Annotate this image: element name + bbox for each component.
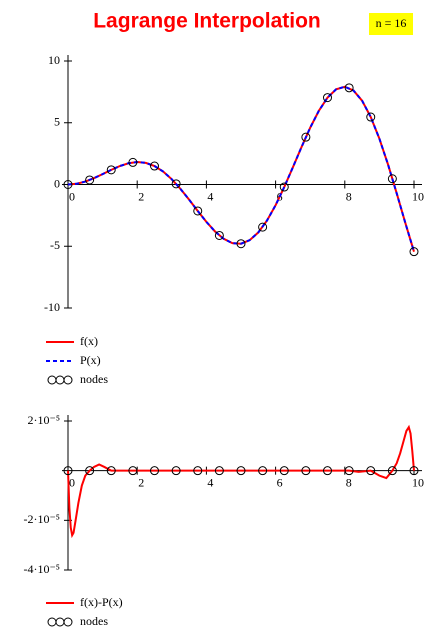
node-marker: [258, 466, 268, 476]
node-marker: [258, 222, 268, 232]
node-marker: [150, 161, 159, 171]
legend-label: nodes: [80, 372, 108, 386]
annotation: n = 16: [376, 16, 407, 30]
x-tick-label: 2: [138, 475, 144, 489]
node-marker: [63, 466, 73, 476]
node-marker: [150, 466, 159, 476]
node-marker: [387, 174, 397, 184]
node-marker: [279, 466, 289, 476]
series-line: [67, 85, 415, 252]
x-tick-label: 10: [412, 475, 424, 489]
x-tick-label: 8: [346, 475, 352, 489]
legend-label: nodes: [80, 614, 108, 628]
legend-label: P(x): [80, 353, 101, 367]
node-marker: [128, 466, 138, 476]
legend-symbol: [63, 375, 73, 385]
node-marker: [171, 466, 181, 476]
node-marker: [106, 165, 116, 175]
node-marker: [128, 157, 138, 167]
y-tick-label: 2·10⁻⁵: [27, 413, 60, 427]
node-marker: [63, 180, 73, 189]
node-marker: [323, 93, 332, 103]
y-tick-label: -4·10⁻⁵: [23, 562, 60, 576]
x-tick-label: 10: [412, 189, 424, 203]
y-tick-label: 10: [48, 53, 60, 67]
node-marker: [301, 466, 311, 476]
node-marker: [214, 230, 224, 240]
y-tick-label: -2·10⁻⁵: [23, 512, 60, 526]
node-marker: [366, 112, 376, 122]
node-marker: [409, 466, 419, 476]
node-marker: [236, 466, 246, 476]
x-tick-label: 0: [69, 475, 75, 489]
y-tick-label: 0: [54, 176, 60, 190]
annotation-box: [369, 13, 413, 35]
node-marker: [366, 466, 376, 476]
legend-symbol: [63, 617, 73, 627]
x-tick-label: 8: [346, 189, 352, 203]
node-marker: [279, 182, 289, 192]
legend-label: f(x): [80, 334, 98, 348]
node-marker: [409, 247, 419, 257]
y-tick-label: -10: [44, 300, 60, 314]
x-tick-label: 4: [207, 189, 213, 203]
node-marker: [387, 466, 397, 476]
x-tick-label: 6: [277, 475, 283, 489]
chart-title: Lagrange Interpolation: [93, 10, 321, 33]
node-marker: [301, 132, 311, 142]
node-marker: [85, 175, 95, 185]
x-tick-label: 4: [207, 475, 213, 489]
node-marker: [193, 466, 203, 476]
node-marker: [214, 466, 224, 476]
x-tick-label: 2: [138, 189, 144, 203]
y-tick-label: 5: [54, 115, 60, 129]
node-marker: [236, 239, 246, 249]
node-marker: [193, 206, 203, 216]
y-tick-label: -5: [50, 238, 60, 252]
x-tick-label: 0: [69, 189, 75, 203]
node-marker: [85, 466, 95, 476]
node-marker: [344, 83, 354, 93]
node-marker: [106, 466, 116, 476]
legend-label: f(x)-P(x): [80, 595, 123, 609]
node-marker: [344, 466, 354, 476]
node-marker: [323, 466, 332, 476]
node-marker: [171, 179, 181, 189]
series-line: [67, 424, 415, 539]
